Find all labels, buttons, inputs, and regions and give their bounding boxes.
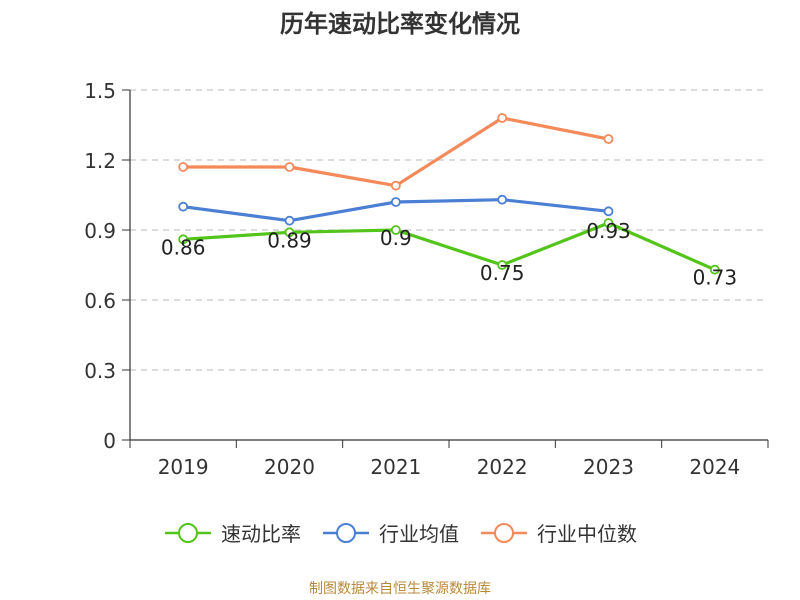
chart-title: 历年速动比率变化情况: [280, 10, 520, 38]
data-point: [284, 162, 295, 172]
x-tick-label: 2020: [264, 455, 315, 479]
legend-label: 行业均值: [379, 522, 459, 546]
legend-swatch-marker: [178, 522, 198, 543]
data-point: [284, 215, 295, 226]
data-label: 0.9: [380, 226, 412, 250]
legend-label: 速动比率: [221, 522, 301, 546]
legend-swatch: [165, 522, 211, 543]
y-tick-label: 0.3: [84, 359, 116, 383]
y-tick-label: 1.5: [84, 79, 116, 103]
y-tick-label: 0.6: [84, 289, 116, 313]
data-labels: 0.86 0.89 0.9 0.75 0.93 0.73: [161, 219, 737, 290]
data-point: [178, 162, 189, 172]
x-axis: 2019 2020 2021 2022 2023 2024: [129, 439, 769, 479]
data-point: [390, 225, 401, 235]
y-axis: 0 0.3 0.6 0.9 1.2 1.5: [84, 79, 131, 453]
data-point: [497, 113, 508, 123]
x-tick-label: 2022: [477, 455, 528, 479]
legend-swatch: [323, 522, 369, 543]
data-point: [603, 206, 614, 217]
legend: 速动比率 行业均值 行业中位数: [0, 518, 800, 547]
y-tick-label: 1.2: [84, 149, 116, 173]
x-tick-label: 2024: [689, 455, 740, 479]
data-label: 0.86: [161, 235, 206, 259]
data-label: 0.89: [267, 228, 312, 252]
data-point: [390, 197, 401, 207]
data-point: [603, 134, 614, 144]
series-lines: [178, 113, 720, 275]
legend-item[interactable]: 速动比率: [163, 518, 301, 547]
series-line: [183, 221, 716, 272]
data-point: [178, 201, 189, 212]
data-label: 0.75: [480, 261, 525, 285]
legend-swatch-marker: [336, 522, 356, 543]
y-tick-label: 0: [103, 429, 116, 453]
grid-lines: [130, 89, 768, 371]
data-point: [390, 180, 401, 191]
y-tick-label: 0.9: [84, 219, 116, 243]
series-line: [183, 116, 609, 188]
x-tick-label: 2023: [583, 455, 634, 479]
x-tick-label: 2019: [158, 455, 209, 479]
legend-label: 行业中位数: [537, 522, 637, 546]
legend-item[interactable]: 行业中位数: [479, 518, 637, 547]
data-point: [709, 264, 720, 275]
data-point: [497, 194, 508, 205]
data-point: [178, 234, 189, 245]
x-tick-label: 2021: [370, 455, 421, 479]
data-point: [497, 260, 508, 270]
legend-swatch-marker: [494, 522, 514, 543]
data-label: 0.73: [693, 266, 738, 290]
data-point: [603, 218, 614, 228]
legend-swatch: [481, 522, 527, 543]
source-note: 制图数据来自恒生聚源数据库: [309, 581, 491, 597]
data-label: 0.93: [586, 219, 631, 243]
data-point: [284, 227, 295, 238]
legend-item[interactable]: 行业均值: [321, 518, 459, 547]
